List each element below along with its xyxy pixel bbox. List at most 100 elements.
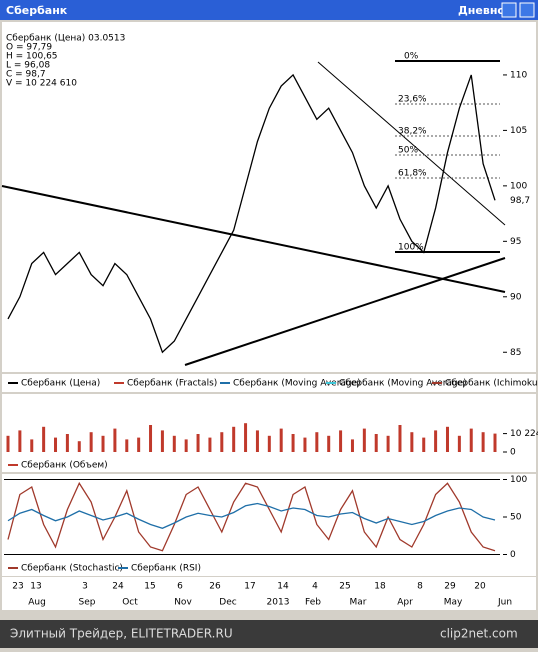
day-label: 20 bbox=[474, 582, 486, 592]
info: O = 97,79 bbox=[6, 43, 52, 53]
osc-panel bbox=[2, 474, 536, 560]
volume-bar bbox=[89, 432, 93, 452]
volume-bar bbox=[493, 433, 497, 452]
month-label: Dec bbox=[219, 598, 236, 608]
legend-bar bbox=[2, 458, 536, 472]
volume-bar bbox=[208, 437, 212, 452]
legend-label: Сбербанк (Moving Average) bbox=[233, 379, 361, 389]
volume-bar bbox=[54, 437, 58, 452]
legend-bar bbox=[2, 560, 536, 576]
month-label: Feb bbox=[305, 598, 321, 608]
y-tick-label: 90 bbox=[510, 292, 522, 302]
fib-label: 0% bbox=[404, 52, 419, 62]
volume-bar bbox=[457, 435, 461, 452]
footer bbox=[0, 620, 538, 648]
volume-bar bbox=[6, 435, 10, 452]
month-label: 2013 bbox=[267, 598, 290, 608]
legend-label: Сбербанк (RSI) bbox=[131, 564, 201, 574]
volume-bar bbox=[279, 428, 283, 452]
price-panel bbox=[2, 22, 536, 372]
volume-bar bbox=[350, 439, 354, 452]
volume-bar bbox=[398, 425, 402, 452]
volume-bar bbox=[303, 437, 307, 452]
volume-bar bbox=[137, 437, 141, 452]
volume-bar bbox=[255, 430, 259, 452]
info: V = 10 224 610 bbox=[6, 79, 77, 89]
volume-bar bbox=[469, 428, 473, 452]
trend-line bbox=[317, 61, 506, 226]
fib-label: 100% bbox=[398, 243, 424, 253]
volume-bar bbox=[149, 425, 153, 452]
day-label: 29 bbox=[444, 582, 456, 592]
volume-bar bbox=[160, 430, 164, 452]
volume-bar bbox=[315, 432, 319, 452]
y-tick-label: 10 224 61 bbox=[510, 429, 538, 439]
volume-bar bbox=[220, 432, 224, 452]
volume-bar bbox=[125, 439, 129, 452]
title-bar bbox=[0, 0, 538, 20]
line bbox=[7, 481, 496, 552]
day-label: 23 bbox=[12, 582, 23, 592]
minimize[interactable] bbox=[501, 2, 517, 18]
y-tick-label: 110 bbox=[510, 70, 527, 80]
month-label: Nov bbox=[174, 598, 192, 608]
day-label: 3 bbox=[82, 582, 88, 592]
maximize[interactable] bbox=[519, 2, 535, 18]
info: L = 96,08 bbox=[6, 61, 50, 71]
y-tick-label: 0 bbox=[510, 550, 516, 560]
month-label: Mar bbox=[350, 598, 367, 608]
month-label: May bbox=[444, 598, 463, 608]
window-title: Сбербанк bbox=[6, 4, 68, 17]
volume-bar bbox=[77, 441, 81, 452]
month-label: Jun bbox=[497, 598, 512, 608]
last-price: 98,7 bbox=[510, 196, 530, 206]
volume-bar bbox=[65, 434, 69, 452]
trend-line bbox=[1, 185, 506, 293]
volume-bar bbox=[30, 439, 34, 452]
day-label: 24 bbox=[112, 582, 124, 592]
day-label: 14 bbox=[277, 582, 289, 592]
y-tick-label: 85 bbox=[510, 348, 521, 358]
line bbox=[7, 73, 496, 354]
month-label: Aug bbox=[28, 598, 46, 608]
legend-label: Сбербанк (Moving Average) bbox=[339, 379, 467, 389]
volume-bar bbox=[362, 428, 366, 452]
period: Дневной bbox=[458, 4, 513, 17]
y-tick-label: 50 bbox=[510, 513, 522, 523]
volume-bar bbox=[327, 435, 331, 452]
day-label: 17 bbox=[244, 582, 255, 592]
legend-label: Сбербанк (Цена) bbox=[21, 379, 100, 389]
y-tick-label: 0 bbox=[510, 448, 516, 458]
info: Сбербанк (Цена) 03.0513 bbox=[6, 34, 125, 44]
day-label: 15 bbox=[144, 582, 155, 592]
volume-bar bbox=[244, 423, 248, 452]
month-label: Sep bbox=[79, 598, 96, 608]
footer-right: clip2net.com bbox=[440, 627, 518, 641]
line bbox=[7, 502, 496, 529]
fib-label: 61,8% bbox=[398, 169, 427, 179]
month-label: Oct bbox=[122, 598, 138, 608]
volume-bar bbox=[291, 434, 295, 452]
volume-bar bbox=[434, 430, 438, 452]
trend-line bbox=[184, 257, 506, 366]
info: C = 98,7 bbox=[6, 70, 46, 80]
fib-label: 50% bbox=[398, 146, 418, 156]
day-label: 8 bbox=[417, 582, 423, 592]
y-tick-label: 95 bbox=[510, 237, 521, 247]
y-tick-label: 100 bbox=[510, 475, 527, 485]
volume-bar bbox=[481, 432, 485, 452]
day-label: 13 bbox=[30, 582, 41, 592]
volume-bar bbox=[42, 426, 46, 452]
legend-label: Сбербанк (Объем) bbox=[21, 461, 108, 471]
volume-bar bbox=[113, 428, 117, 452]
volume-bar bbox=[422, 437, 426, 452]
volume-bar bbox=[374, 434, 378, 452]
fib-label: 38,2% bbox=[398, 127, 427, 137]
footer-left: Элитный Трейдер, ELITETRADER.RU bbox=[10, 627, 233, 641]
month-label: Apr bbox=[397, 598, 413, 608]
volume-bar bbox=[196, 434, 200, 452]
day-label: 6 bbox=[177, 582, 183, 592]
volume-bar bbox=[101, 435, 105, 452]
info: H = 100,65 bbox=[6, 52, 58, 62]
